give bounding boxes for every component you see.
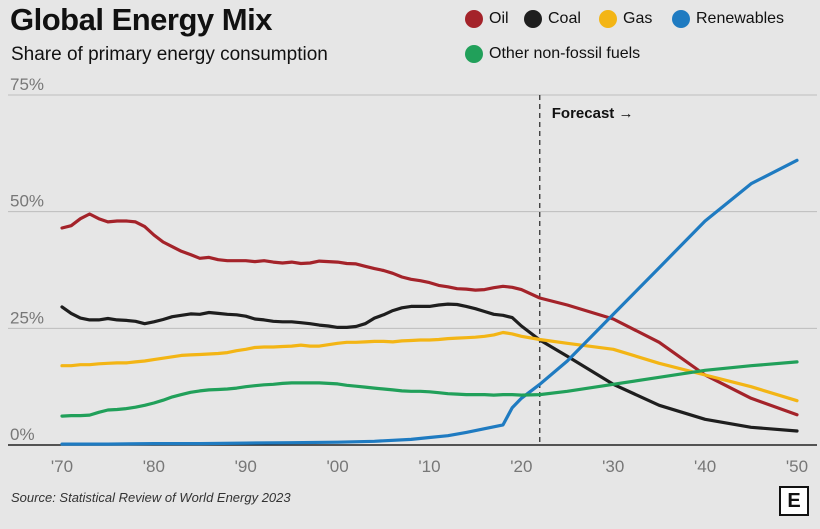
legend-item-renewables: Renewables xyxy=(672,10,784,28)
legend-label-oil: Oil xyxy=(489,10,509,27)
legend-swatch-other-non-fossil xyxy=(465,45,483,63)
legend-swatch-oil xyxy=(465,10,483,28)
chart-subtitle: Share of primary energy consumption xyxy=(11,44,328,65)
legend-label-coal: Coal xyxy=(548,10,581,27)
legend-swatch-coal xyxy=(524,10,542,28)
series-line-gas xyxy=(60,330,799,403)
legend-item-oil: Oil xyxy=(465,10,509,28)
y-tick-label: 75% xyxy=(10,75,44,94)
legend-item-coal: Coal xyxy=(524,10,581,28)
series-line-oil xyxy=(60,212,799,417)
x-tick-label: '40 xyxy=(694,457,716,476)
legend-label-renewables: Renewables xyxy=(696,10,785,27)
chart-title: Global Energy Mix xyxy=(10,2,272,37)
x-tick-label: '20 xyxy=(510,457,532,476)
series-line-renewables xyxy=(60,158,799,446)
x-tick-label: '50 xyxy=(786,457,808,476)
series-line-other-non-fossil-fuels xyxy=(60,360,799,418)
y-tick-label: 0% xyxy=(10,425,35,444)
legend-label-other-non-fossil: Other non-fossil fuels xyxy=(489,45,641,62)
x-tick-label: '00 xyxy=(327,457,349,476)
x-tick-label: '80 xyxy=(143,457,165,476)
legend-item-other-non-fossil: Other non-fossil fuels xyxy=(465,45,640,63)
x-tick-label: '90 xyxy=(235,457,257,476)
legend-label-gas: Gas xyxy=(623,10,653,27)
legend-item-gas: Gas xyxy=(599,10,652,28)
x-tick-label: '70 xyxy=(51,457,73,476)
series-line-coal xyxy=(60,302,799,433)
forecast-label: Forecast → xyxy=(552,105,634,122)
brand-logo: E xyxy=(779,486,809,516)
legend-swatch-renewables xyxy=(672,10,690,28)
legend-swatch-gas xyxy=(599,10,617,28)
y-tick-label: 50% xyxy=(10,192,44,211)
x-tick-label: '10 xyxy=(418,457,440,476)
y-tick-label: 25% xyxy=(10,308,44,327)
x-tick-label: '30 xyxy=(602,457,624,476)
source-note: Source: Statistical Review of World Ener… xyxy=(11,490,291,505)
